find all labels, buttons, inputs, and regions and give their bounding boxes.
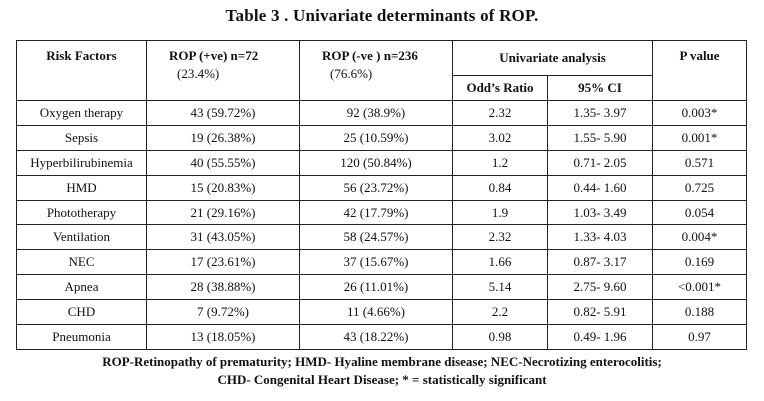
rop-positive-cell: 19 (26.38%) <box>146 124 300 151</box>
risk-factor-cell: Sepsis <box>16 124 147 151</box>
rop-negative-cell: 92 (38.9%) <box>299 100 453 126</box>
rop-positive-cell: 28 (38.88%) <box>146 274 300 301</box>
header-risk-factors: Risk Factors <box>16 40 147 101</box>
odds-ratio-cell: 2.32 <box>452 100 548 126</box>
rop-positive-cell: 17 (23.61%) <box>146 249 300 276</box>
rop-positive-cell: 43 (59.72%) <box>146 100 300 126</box>
rop-positive-cell: 13 (18.05%) <box>146 324 300 350</box>
header-p-value: P value <box>652 40 748 101</box>
table-row: Oxygen therapy 43 (59.72%) 92 (38.9%) 2.… <box>16 100 748 126</box>
odds-ratio-cell: 2.32 <box>452 224 548 251</box>
odds-ratio-cell: 2.2 <box>452 299 548 326</box>
footnote-line-2: CHD- Congenital Heart Disease; * = stati… <box>217 372 547 387</box>
p-value-cell: 0.003* <box>652 100 748 126</box>
table-title: Table 3 . Univariate determinants of ROP… <box>225 6 539 25</box>
footnote-line-1: ROP-Retinopathy of prematurity; HMD- Hya… <box>102 354 662 369</box>
risk-factor-cell: Apnea <box>16 274 147 301</box>
rop-positive-cell: 15 (20.83%) <box>146 174 300 201</box>
p-value-cell: 0.571 <box>652 149 748 176</box>
rop-positive-cell: 7 (9.72%) <box>146 299 300 326</box>
ci-cell: 0.87- 3.17 <box>546 249 654 276</box>
rop-negative-cell: 58 (24.57%) <box>299 224 453 251</box>
risk-factor-cell: Pneumonia <box>16 324 147 350</box>
rop-negative-cell: 42 (17.79%) <box>299 199 453 226</box>
rop-positive-cell: 21 (29.16%) <box>146 199 300 226</box>
risk-factor-cell: NEC <box>16 249 147 276</box>
rop-positive-cell: 31 (43.05%) <box>146 224 300 251</box>
table-row: CHD 7 (9.72%) 11 (4.66%) 2.2 0.82- 5.91 … <box>16 299 748 326</box>
ci-cell: 1.33- 4.03 <box>546 224 654 251</box>
rop-negative-cell: 43 (18.22%) <box>299 324 453 350</box>
risk-factor-cell: Oxygen therapy <box>16 100 147 126</box>
header-rop-positive-line1: ROP (+ve) n=72 <box>169 48 259 63</box>
header-rop-negative: ROP (-ve ) n=236 (76.6%) <box>299 40 453 101</box>
odds-ratio-cell: 0.98 <box>452 324 548 350</box>
table-row: Ventilation 31 (43.05%) 58 (24.57%) 2.32… <box>16 224 748 251</box>
ci-cell: 2.75- 9.60 <box>546 274 654 301</box>
risk-factor-cell: HMD <box>16 174 147 201</box>
rop-negative-cell: 120 (50.84%) <box>299 149 453 176</box>
results-table: Risk Factors ROP (+ve) n=72 (23.4%) ROP … <box>16 40 748 350</box>
ci-cell: 0.71- 2.05 <box>546 149 654 176</box>
p-value-cell: 0.188 <box>652 299 748 326</box>
risk-factor-cell: Hyperbilirubinemia <box>16 149 147 176</box>
header-univariate-analysis: Univariate analysis <box>451 40 654 76</box>
odds-ratio-cell: 1.2 <box>452 149 548 176</box>
p-value-cell: 0.004* <box>652 224 748 251</box>
table-row: Apnea 28 (38.88%) 26 (11.01%) 5.14 2.75-… <box>16 274 748 301</box>
header-rop-negative-line1: ROP (-ve ) n=236 <box>322 48 418 63</box>
ci-cell: 0.82- 5.91 <box>546 299 654 326</box>
rop-negative-cell: 26 (11.01%) <box>299 274 453 301</box>
table-row: Phototherapy 21 (29.16%) 42 (17.79%) 1.9… <box>16 199 748 226</box>
rop-negative-cell: 37 (15.67%) <box>299 249 453 276</box>
p-value-cell: 0.725 <box>652 174 748 201</box>
header-odds-ratio: Odd’s Ratio <box>452 75 548 101</box>
header-rop-positive: ROP (+ve) n=72 (23.4%) <box>146 40 300 101</box>
table-row: Pneumonia 13 (18.05%) 43 (18.22%) 0.98 0… <box>16 324 748 350</box>
p-value-cell: <0.001* <box>652 274 748 301</box>
header-rop-negative-line2: (76.6%) <box>330 66 373 81</box>
risk-factor-cell: CHD <box>16 299 147 326</box>
odds-ratio-cell: 1.9 <box>452 199 548 226</box>
ci-cell: 0.44- 1.60 <box>546 174 654 201</box>
ci-cell: 1.55- 5.90 <box>546 124 654 151</box>
table-row: HMD 15 (20.83%) 56 (23.72%) 0.84 0.44- 1… <box>16 174 748 201</box>
risk-factor-cell: Phototherapy <box>16 199 147 226</box>
odds-ratio-cell: 3.02 <box>452 124 548 151</box>
rop-negative-cell: 56 (23.72%) <box>299 174 453 201</box>
header-rop-positive-line2: (23.4%) <box>177 66 220 81</box>
header-95-ci: 95% CI <box>546 75 654 101</box>
rop-negative-cell: 11 (4.66%) <box>299 299 453 326</box>
table-footnote: ROP-Retinopathy of prematurity; HMD- Hya… <box>0 353 764 389</box>
table-row: NEC 17 (23.61%) 37 (15.67%) 1.66 0.87- 3… <box>16 249 748 276</box>
odds-ratio-cell: 5.14 <box>452 274 548 301</box>
rop-negative-cell: 25 (10.59%) <box>299 124 453 151</box>
p-value-cell: 0.97 <box>652 324 748 350</box>
odds-ratio-cell: 0.84 <box>452 174 548 201</box>
p-value-cell: 0.169 <box>652 249 748 276</box>
table-row: Sepsis 19 (26.38%) 25 (10.59%) 3.02 1.55… <box>16 124 748 151</box>
p-value-cell: 0.054 <box>652 199 748 226</box>
ci-cell: 1.03- 3.49 <box>546 199 654 226</box>
p-value-cell: 0.001* <box>652 124 748 151</box>
table-row: Hyperbilirubinemia 40 (55.55%) 120 (50.8… <box>16 149 748 176</box>
rop-positive-cell: 40 (55.55%) <box>146 149 300 176</box>
risk-factor-cell: Ventilation <box>16 224 147 251</box>
ci-cell: 1.35- 3.97 <box>546 100 654 126</box>
ci-cell: 0.49- 1.96 <box>546 324 654 350</box>
odds-ratio-cell: 1.66 <box>452 249 548 276</box>
